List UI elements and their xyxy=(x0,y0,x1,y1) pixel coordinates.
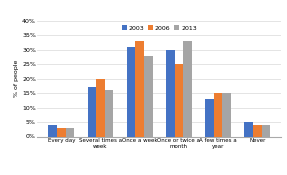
Bar xyxy=(205,99,214,136)
Bar xyxy=(244,122,253,136)
Bar xyxy=(88,87,96,136)
Bar xyxy=(261,125,270,136)
Bar xyxy=(49,125,57,136)
Bar xyxy=(135,41,144,136)
Legend: 2003, 2006, 2013: 2003, 2006, 2013 xyxy=(121,24,198,32)
Bar xyxy=(166,50,174,136)
Y-axis label: % of people: % of people xyxy=(14,60,19,97)
Bar xyxy=(183,41,192,136)
Bar xyxy=(222,93,231,136)
Bar xyxy=(253,125,261,136)
Bar xyxy=(214,93,222,136)
Bar xyxy=(127,47,135,136)
Bar xyxy=(144,56,153,136)
Bar xyxy=(105,90,113,136)
Bar xyxy=(66,128,74,136)
Bar xyxy=(96,79,105,136)
Bar xyxy=(57,128,66,136)
Bar xyxy=(174,64,183,136)
